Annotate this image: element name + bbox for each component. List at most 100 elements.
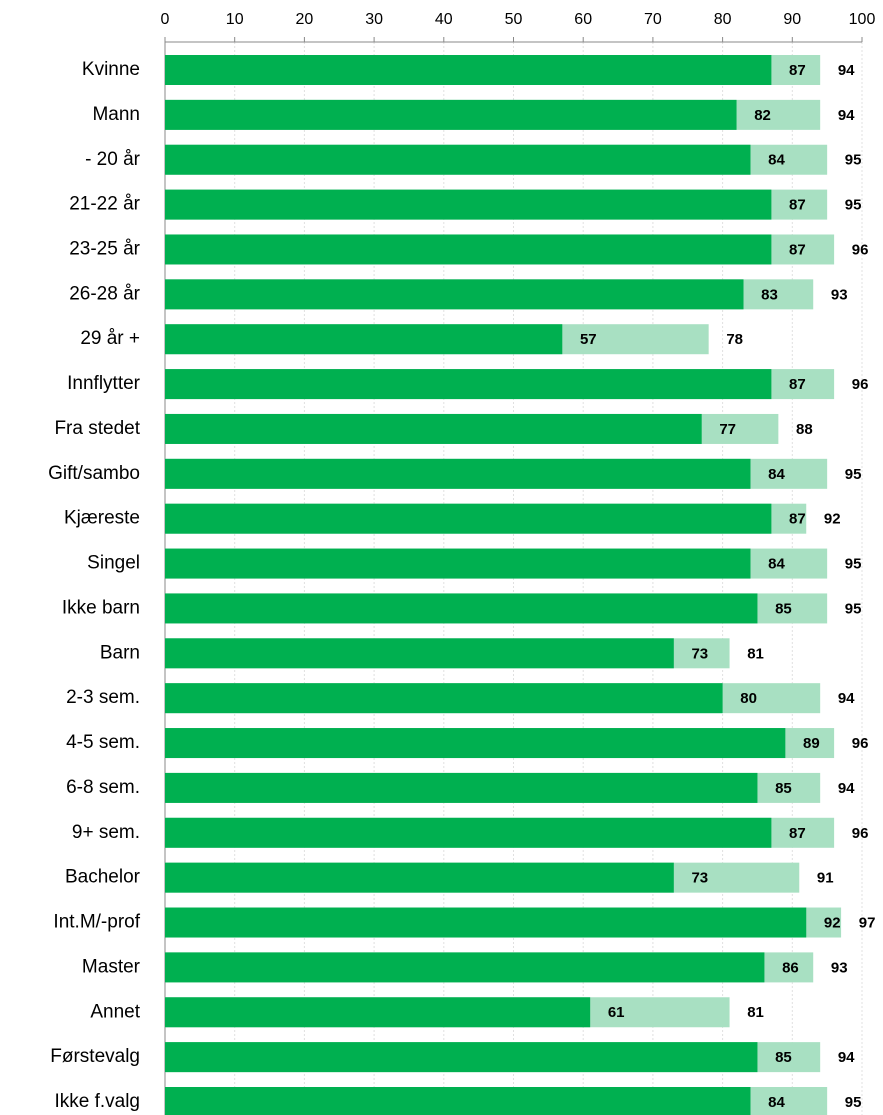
category-label: 26-28 år bbox=[69, 283, 140, 304]
bar bbox=[165, 458, 751, 489]
data-label: 96 bbox=[852, 825, 869, 842]
data-label: 96 bbox=[852, 735, 869, 752]
data-label: 78 bbox=[726, 331, 743, 348]
data-label: 95 bbox=[845, 466, 862, 483]
bar bbox=[165, 593, 758, 624]
bar bbox=[165, 1042, 758, 1073]
category-label: 4-5 sem. bbox=[66, 732, 140, 753]
data-label: 73 bbox=[691, 645, 708, 662]
bar bbox=[165, 862, 674, 893]
data-label: 73 bbox=[691, 870, 708, 887]
bar bbox=[165, 952, 765, 983]
data-label: 92 bbox=[824, 914, 841, 931]
category-label: Master bbox=[82, 956, 141, 977]
data-label: 86 bbox=[782, 959, 799, 976]
data-label: 94 bbox=[838, 107, 855, 124]
category-label: Int.M/-prof bbox=[53, 912, 140, 933]
bar bbox=[165, 772, 758, 803]
bar bbox=[165, 55, 772, 85]
category-label: Innflytter bbox=[67, 373, 141, 394]
bar bbox=[165, 907, 807, 938]
bar bbox=[165, 99, 737, 130]
data-label: 85 bbox=[775, 1049, 792, 1066]
data-label: 77 bbox=[719, 421, 736, 438]
x-tick-label: 50 bbox=[505, 11, 523, 28]
data-label: 81 bbox=[747, 645, 764, 662]
category-label: Singel bbox=[87, 553, 140, 574]
data-label: 96 bbox=[852, 376, 869, 393]
data-label: 82 bbox=[754, 107, 771, 124]
data-label: 85 bbox=[775, 600, 792, 617]
bar bbox=[165, 728, 786, 759]
category-label: 29 år + bbox=[80, 328, 140, 349]
data-label: 96 bbox=[852, 241, 869, 258]
bar bbox=[165, 638, 674, 669]
data-label: 93 bbox=[831, 959, 848, 976]
category-label: 9+ sem. bbox=[72, 822, 140, 843]
data-label: 95 bbox=[845, 197, 862, 214]
bar bbox=[165, 324, 563, 355]
x-tick-label: 30 bbox=[365, 11, 383, 28]
data-label: 93 bbox=[831, 286, 848, 303]
x-tick-label: 70 bbox=[644, 11, 662, 28]
bar bbox=[165, 548, 751, 579]
data-label: 61 bbox=[608, 1004, 625, 1021]
category-label: Barn bbox=[100, 642, 140, 663]
data-label: 87 bbox=[789, 62, 806, 79]
data-label: 85 bbox=[775, 780, 792, 797]
data-label: 81 bbox=[747, 1004, 764, 1021]
data-label: 84 bbox=[768, 152, 785, 169]
bar bbox=[165, 817, 772, 848]
bar bbox=[165, 997, 591, 1028]
category-label: 6-8 sem. bbox=[66, 777, 140, 798]
data-label: 94 bbox=[838, 62, 855, 79]
category-label: - 20 år bbox=[85, 149, 141, 170]
data-label: 87 bbox=[789, 197, 806, 214]
bar bbox=[165, 234, 772, 265]
data-label: 87 bbox=[789, 241, 806, 258]
data-label: 97 bbox=[859, 914, 876, 931]
data-label: 83 bbox=[761, 286, 778, 303]
data-label: 84 bbox=[768, 466, 785, 483]
category-label: Gift/sambo bbox=[48, 463, 140, 484]
data-label: 87 bbox=[789, 825, 806, 842]
data-label: 91 bbox=[817, 870, 834, 887]
x-tick-label: 60 bbox=[574, 11, 592, 28]
data-label: 87 bbox=[789, 511, 806, 528]
category-label: 2-3 sem. bbox=[66, 687, 140, 708]
data-label: 94 bbox=[838, 780, 855, 797]
data-label: 94 bbox=[838, 1049, 855, 1066]
data-label: 84 bbox=[768, 556, 785, 573]
bar bbox=[165, 369, 772, 400]
data-label: 89 bbox=[803, 735, 820, 752]
x-tick-label: 80 bbox=[714, 11, 732, 28]
category-label: Kjæreste bbox=[64, 508, 140, 529]
category-label: Bachelor bbox=[65, 867, 141, 888]
data-label: 84 bbox=[768, 1094, 785, 1111]
category-label: 21-22 år bbox=[69, 194, 140, 215]
data-label: 80 bbox=[740, 690, 757, 707]
data-label: 95 bbox=[845, 152, 862, 169]
x-tick-label: 10 bbox=[226, 11, 244, 28]
bar bbox=[165, 503, 772, 534]
x-tick-label: 20 bbox=[296, 11, 314, 28]
category-label: Mann bbox=[92, 104, 140, 125]
x-tick-label: 0 bbox=[161, 11, 170, 28]
x-tick-label: 40 bbox=[435, 11, 453, 28]
data-label: 92 bbox=[824, 511, 841, 528]
bar bbox=[165, 1087, 751, 1115]
bar bbox=[165, 683, 723, 714]
category-label: Ikke barn bbox=[62, 597, 140, 618]
category-label: Førstevalg bbox=[50, 1046, 140, 1067]
bar bbox=[165, 189, 772, 220]
category-label: 23-25 år bbox=[69, 238, 140, 259]
x-tick-label: 90 bbox=[783, 11, 801, 28]
category-label: Annet bbox=[90, 1001, 140, 1022]
category-label: Fra stedet bbox=[54, 418, 140, 439]
data-label: 95 bbox=[845, 1094, 862, 1111]
data-label: 95 bbox=[845, 600, 862, 617]
data-label: 87 bbox=[789, 376, 806, 393]
x-tick-label: 100 bbox=[849, 11, 876, 28]
data-label: 57 bbox=[580, 331, 597, 348]
